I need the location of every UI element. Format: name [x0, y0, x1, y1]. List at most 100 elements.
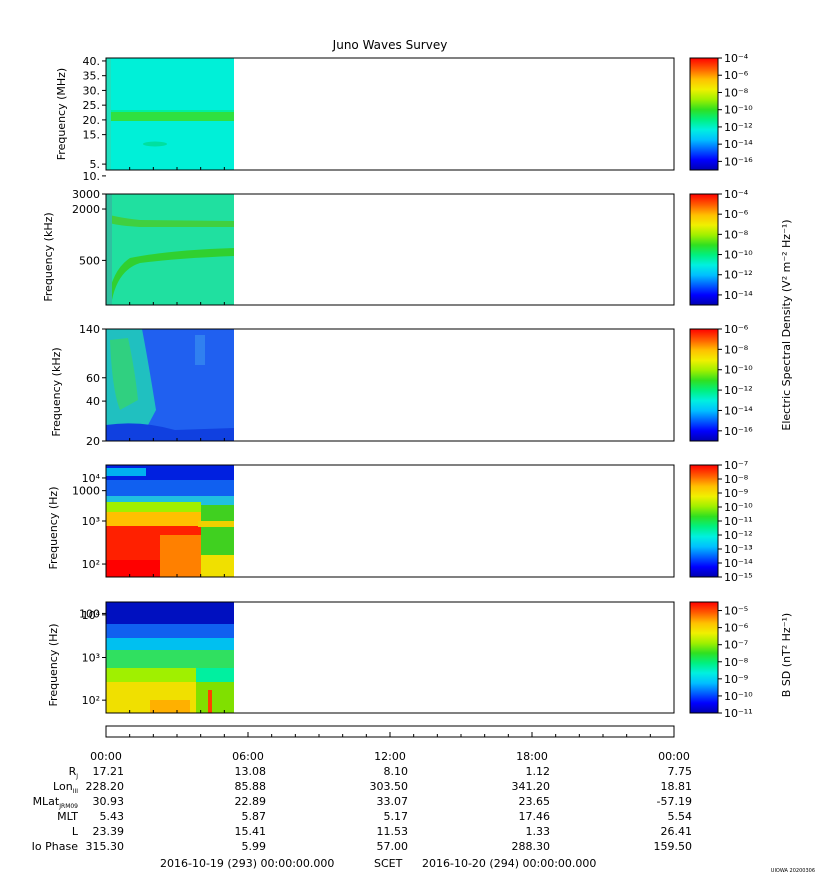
colorbar-tick-label: 10⁻⁸ [724, 343, 749, 356]
colorbar-tick-label: 10⁻⁶ [724, 208, 749, 221]
ephemeris-row-label: MLT [57, 810, 78, 823]
footer-stamp: UIOWA 20200306 [771, 868, 815, 874]
y-tick-label: 40 [86, 395, 100, 408]
colorbar-tick-label: 10⁻¹⁴ [724, 289, 753, 302]
footer-start-time: 2016-10-19 (293) 00:00:00.000 [160, 857, 334, 870]
y-tick-label: 20. [83, 114, 101, 127]
panel-2: Frequency (kHz) 3000 2000 1000 500 10⁻⁴ 10⁻⁶… [42, 188, 753, 498]
no-data-region [236, 194, 674, 305]
no-data-region [236, 58, 674, 170]
ephemeris-value: 11.53 [377, 825, 409, 838]
ephemeris-value: 5.54 [668, 810, 693, 823]
colorbar-tick-label: 10⁻⁴ [724, 52, 749, 65]
ephemeris-value: 5.17 [384, 810, 409, 823]
x-tick-label: 06:00 [232, 750, 264, 763]
colorbar-5 [689, 601, 719, 714]
colorbar-tick-label: 10⁻¹⁰ [724, 364, 753, 377]
colorbar-ticks-1: 10⁻⁴ 10⁻⁶ 10⁻⁸ 10⁻¹⁰ 10⁻¹² 10⁻¹⁴ 10⁻¹⁶ [718, 52, 753, 168]
y-tick-label: 10² [82, 694, 100, 707]
ephemeris-value: 1.12 [526, 765, 551, 778]
panel-1: Frequency (MHz) 5.10.15.20.25.30.35.40. … [55, 52, 753, 183]
colorbar-tick-label: 10⁻⁷ [724, 639, 748, 652]
colorbar-tick-label: 10⁻⁸ [724, 228, 749, 241]
x-tick-label: 00:00 [90, 750, 122, 763]
y-tick-label: 10³ [82, 515, 100, 528]
no-data-region [236, 602, 674, 713]
ephemeris-value: 5.87 [242, 810, 267, 823]
colorbar-tick-label: 10⁻⁶ [724, 69, 749, 82]
colorbar-tick-label: 10⁻¹⁰ [724, 501, 753, 514]
colorbar-tick-label: 10⁻⁶ [724, 622, 749, 635]
ephemeris-value: 23.39 [93, 825, 125, 838]
ephemeris-value: 228.20 [86, 780, 125, 793]
ephemeris-value: 30.93 [93, 795, 125, 808]
y-tick-label: 10² [82, 558, 100, 571]
colorbar-tick-label: 10⁻⁸ [724, 86, 749, 99]
ephemeris-value: 315.30 [86, 840, 125, 853]
colorbar-tick-label: 10⁻⁷ [724, 459, 748, 472]
ephemeris-value: 1.33 [526, 825, 551, 838]
colorbar-tick-label: 10⁻⁹ [724, 487, 748, 500]
ephemeris-value: 18.81 [661, 780, 693, 793]
ephemeris-value: 26.41 [661, 825, 693, 838]
y-tick-label: 35. [83, 70, 101, 83]
spectrogram-5 [106, 602, 234, 713]
y-tick-label: 140 [79, 323, 100, 336]
ephemeris-value: 303.50 [370, 780, 409, 793]
no-data-region [236, 329, 674, 441]
colorbar-tick-label: 10⁻¹⁰ [724, 249, 753, 262]
ephemeris-row-label: RJ [69, 765, 79, 780]
ephemeris-row-label: LonIII [53, 780, 78, 795]
ephemeris-value: 17.46 [519, 810, 551, 823]
ylabel-1: Frequency (MHz) [55, 68, 68, 160]
ephemeris-value: 288.30 [512, 840, 551, 853]
x-tick-label: 12:00 [374, 750, 406, 763]
colorbar-tick-label: 10⁻¹⁶ [724, 425, 753, 438]
colorbar-tick-label: 10⁻¹⁰ [724, 104, 753, 117]
spectrogram-2 [106, 194, 234, 305]
ephemeris-value: 33.07 [377, 795, 409, 808]
ephemeris-value: 341.20 [512, 780, 551, 793]
y-tick-label: 2000 [72, 203, 100, 216]
colorbar-tick-label: 10⁻¹³ [724, 543, 753, 556]
time-axis: 00:00 06:00 12:00 18:00 00:00 [90, 732, 690, 763]
y-tick-label: 40. [83, 55, 101, 68]
y-tick-label: 10³ [82, 652, 100, 665]
y-tick-label: 10⁴ [82, 609, 101, 622]
colorbar-tick-label: 10⁻⁹ [724, 673, 748, 686]
ephemeris-value: 159.50 [654, 840, 693, 853]
ylabel-4: Frequency (Hz) [47, 487, 60, 570]
ephemeris-value: 5.99 [242, 840, 267, 853]
y-tick-label: 20 [86, 435, 100, 448]
colorbar-tick-label: 10⁻⁸ [724, 473, 749, 486]
y-tick-label: 25. [83, 99, 101, 112]
ephemeris-table: RJ 17.21 13.08 8.10 1.12 7.75 LonIII 228.20 85.8… [32, 765, 692, 853]
ylabel-2: Frequency (kHz) [42, 212, 55, 301]
colorbar-tick-label: 10⁻¹² [724, 529, 753, 542]
y-tick-label: 10. [83, 170, 101, 183]
y-tick-label: 15. [83, 129, 101, 142]
colorbar-tick-label: 10⁻¹² [724, 121, 753, 134]
ephemeris-value: 5.43 [100, 810, 125, 823]
footer-end-time: 2016-10-20 (294) 00:00:00.000 [422, 857, 596, 870]
ephemeris-value: 15.41 [235, 825, 267, 838]
colorbar-ticks-5: 10⁻⁵ 10⁻⁶ 10⁻⁷ 10⁻⁸ 10⁻⁹ 10⁻¹⁰ 10⁻¹¹ [718, 605, 753, 720]
colorbar-tick-label: 10⁻¹¹ [724, 515, 753, 528]
y-tick-label: 3000 [72, 188, 100, 201]
colorbar-ticks-2: 10⁻⁴ 10⁻⁶ 10⁻⁸ 10⁻¹⁰ 10⁻¹² 10⁻¹⁴ [718, 188, 753, 302]
spectrogram-1 [106, 58, 234, 170]
y-tick-label: 5. [90, 158, 101, 171]
yticks-1: 5.10. 15. 20. 25. 30.35. 40. [83, 55, 675, 183]
ephemeris-row-label: Io Phase [32, 840, 79, 853]
yticks-4: 10⁴ 10³ 10² [82, 465, 675, 577]
colorbar-ticks-3: 10⁻⁶ 10⁻⁸ 10⁻¹⁰ 10⁻¹² 10⁻¹⁴ 10⁻¹⁶ [718, 323, 753, 438]
colorbar-tick-label: 10⁻⁵ [724, 605, 748, 618]
y-tick-label: 100 [79, 607, 100, 620]
figure-title: Juno Waves Survey [332, 38, 448, 52]
no-data-region [236, 465, 674, 577]
colorbar-tick-label: 10⁻¹⁶ [724, 155, 753, 168]
yticks-2: 3000 2000 1000 500 [72, 188, 675, 498]
